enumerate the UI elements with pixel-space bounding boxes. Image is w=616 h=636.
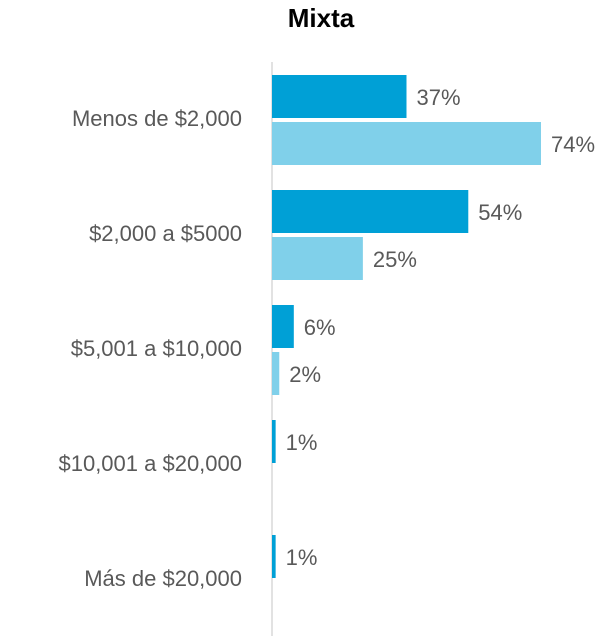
bar xyxy=(272,535,276,578)
bar xyxy=(272,352,280,395)
data-label: 54% xyxy=(478,200,522,225)
bar xyxy=(272,190,469,233)
data-label: 2% xyxy=(289,362,321,387)
bar xyxy=(272,122,541,165)
y-tick-label: $2,000 a $5000 xyxy=(89,221,242,246)
bar xyxy=(272,75,407,118)
data-label: 1% xyxy=(286,545,318,570)
y-tick-label: Menos de $2,000 xyxy=(72,106,242,131)
bar xyxy=(272,420,276,463)
bar xyxy=(272,305,294,348)
data-label: 1% xyxy=(286,430,318,455)
data-label: 37% xyxy=(416,85,460,110)
data-label: 25% xyxy=(373,247,417,272)
bar xyxy=(272,237,363,280)
y-tick-label: $10,001 a $20,000 xyxy=(58,451,242,476)
data-label: 74% xyxy=(551,132,595,157)
data-label: 6% xyxy=(304,315,336,340)
y-tick-label: Más de $20,000 xyxy=(84,566,242,591)
chart-title: Mixta xyxy=(288,3,355,33)
y-tick-label: $5,001 a $10,000 xyxy=(71,336,242,361)
